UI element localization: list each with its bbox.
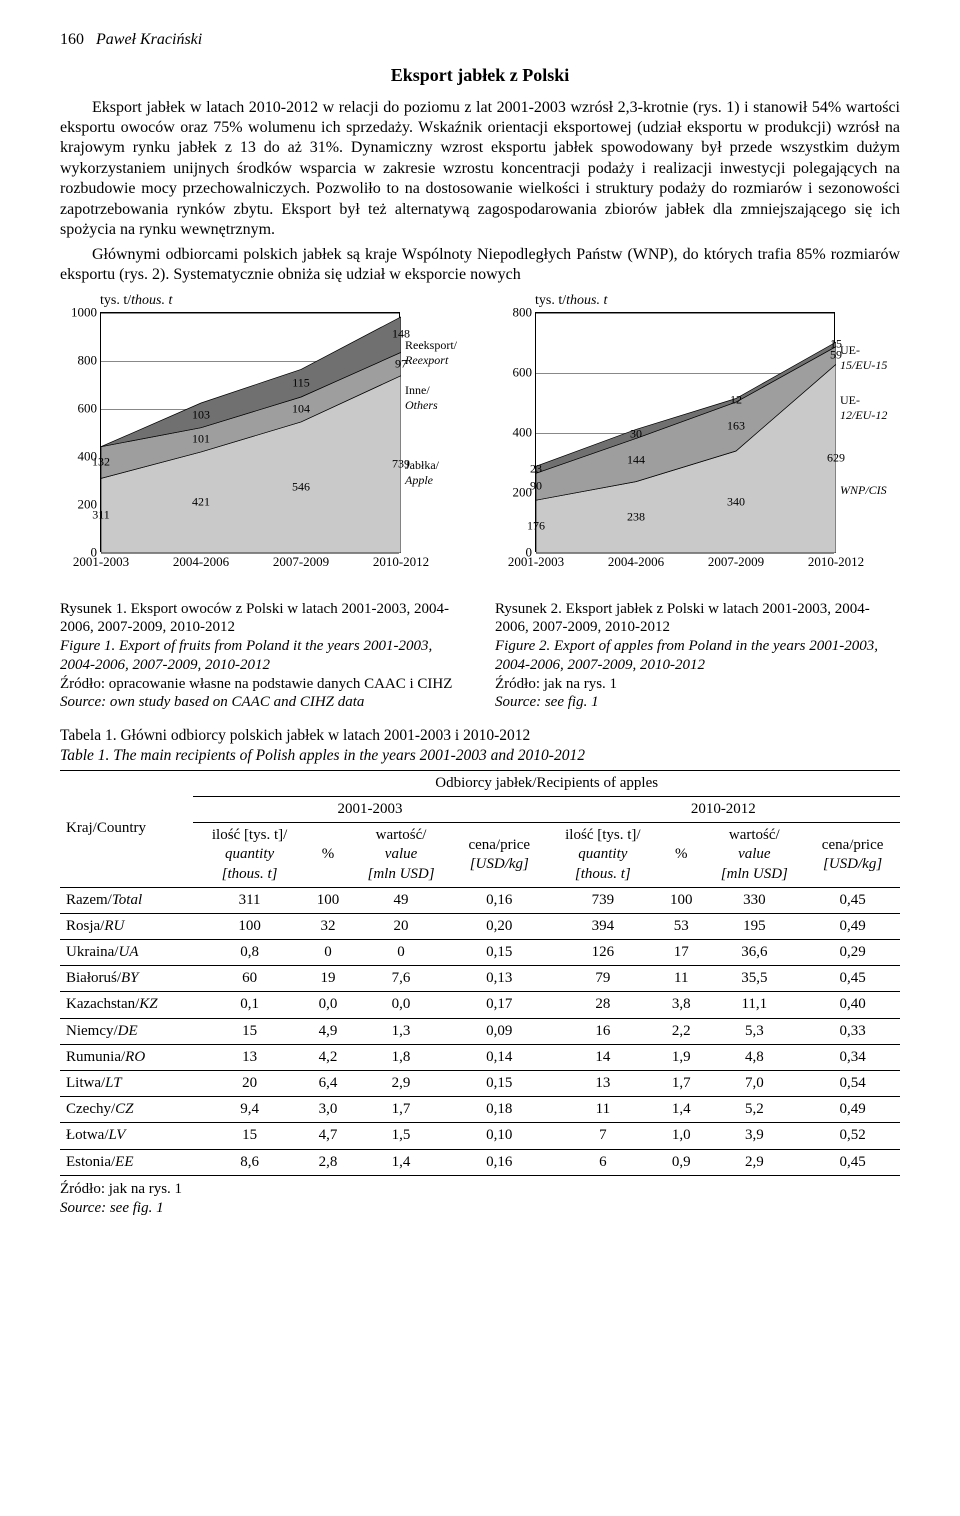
th-period1: 2001-2003 bbox=[193, 796, 546, 822]
table-row: Estonia/EE8,62,81,40,1660,92,90,45 bbox=[60, 1149, 900, 1175]
chart-left: tys. t/thous. t 020040060080010002001-20… bbox=[60, 292, 465, 574]
table-source-en: Source: see fig. 1 bbox=[60, 1199, 900, 1218]
page-number: 160 bbox=[60, 31, 84, 48]
fig2-title-pl: Rysunek 2. Eksport jabłek z Polski w lat… bbox=[495, 600, 900, 638]
table-row: Litwa/LT206,42,90,15131,77,00,54 bbox=[60, 1071, 900, 1097]
th-pct1: % bbox=[306, 823, 350, 888]
charts-row: tys. t/thous. t 020040060080010002001-20… bbox=[60, 292, 900, 574]
chart-right: tys. t/thous. t 02004006008002001-200320… bbox=[495, 292, 900, 574]
table-row: Łotwa/LV154,71,50,1071,03,90,52 bbox=[60, 1123, 900, 1149]
fig1-title-pl: Rysunek 1. Eksport owoców z Polski w lat… bbox=[60, 600, 465, 638]
chart-left-plot: 020040060080010002001-20032004-20062007-… bbox=[100, 312, 400, 552]
table-body: Razem/Total311100490,167391003300,45Rosj… bbox=[60, 887, 900, 1175]
table-source-pl: Źródło: jak na rys. 1 bbox=[60, 1180, 900, 1199]
table-row: Rosja/RU10032200,20394531950,49 bbox=[60, 913, 900, 939]
table-row: Razem/Total311100490,167391003300,45 bbox=[60, 887, 900, 913]
th-price1: cena/price [USD/kg] bbox=[452, 823, 547, 888]
chart-right-plot: 02004006008002001-20032004-20062007-2009… bbox=[535, 312, 835, 552]
th-val2: wartość/ value [mln USD] bbox=[703, 823, 805, 888]
th-country: Kraj/Country bbox=[60, 770, 193, 887]
th-period2: 2010-2012 bbox=[547, 796, 900, 822]
page-header: 160 Paweł Kraciński bbox=[60, 30, 900, 50]
th-val1: wartość/ value [mln USD] bbox=[350, 823, 452, 888]
table-row: Ukraina/UA0,8000,151261736,60,29 bbox=[60, 940, 900, 966]
data-table: Kraj/Country Odbiorcy jabłek/Recipients … bbox=[60, 770, 900, 1176]
th-pct2: % bbox=[659, 823, 703, 888]
th-qty2: ilość [tys. t]/ quantity [thous. t] bbox=[547, 823, 659, 888]
table-row: Czechy/CZ9,43,01,70,18111,45,20,49 bbox=[60, 1097, 900, 1123]
table-row: Białoruś/BY60197,60,13791135,50,45 bbox=[60, 966, 900, 992]
th-qty1: ilość [tys. t]/ quantity [thous. t] bbox=[193, 823, 305, 888]
axis-label-right: tys. t/thous. t bbox=[535, 292, 900, 310]
th-recipients: Odbiorcy jabłek/Recipients of apples bbox=[193, 770, 900, 796]
body-paragraph-1: Eksport jabłek w latach 2010-2012 w rela… bbox=[60, 98, 900, 241]
table-row: Rumunia/RO134,21,80,14141,94,80,34 bbox=[60, 1044, 900, 1070]
captions-row: Rysunek 1. Eksport owoców z Polski w lat… bbox=[60, 600, 900, 713]
table-row: Kazachstan/KZ0,10,00,00,17283,811,10,40 bbox=[60, 992, 900, 1018]
fig1-source-en: Source: own study based on CAAC and CIHZ… bbox=[60, 693, 465, 712]
fig1-title-en: Figure 1. Export of fruits from Poland i… bbox=[60, 637, 465, 675]
fig2-source-pl: Źródło: jak na rys. 1 bbox=[495, 675, 900, 694]
axis-label-left: tys. t/thous. t bbox=[100, 292, 465, 310]
table-row: Niemcy/DE154,91,30,09162,25,30,33 bbox=[60, 1018, 900, 1044]
th-price2: cena/price [USD/kg] bbox=[805, 823, 900, 888]
author-name: Paweł Kraciński bbox=[96, 31, 202, 48]
table-title-en: Table 1. The main recipients of Polish a… bbox=[60, 746, 900, 766]
body-paragraph-2: Głównymi odbiorcami polskich jabłek są k… bbox=[60, 245, 900, 286]
table-title-pl: Tabela 1. Główni odbiorcy polskich jabłe… bbox=[60, 726, 900, 746]
fig2-title-en: Figure 2. Export of apples from Poland i… bbox=[495, 637, 900, 675]
fig1-source-pl: Źródło: opracowanie własne na podstawie … bbox=[60, 675, 465, 694]
caption-right: Rysunek 2. Eksport jabłek z Polski w lat… bbox=[495, 600, 900, 713]
fig2-source-en: Source: see fig. 1 bbox=[495, 693, 900, 712]
section-title: Eksport jabłek z Polski bbox=[60, 64, 900, 87]
caption-left: Rysunek 1. Eksport owoców z Polski w lat… bbox=[60, 600, 465, 713]
